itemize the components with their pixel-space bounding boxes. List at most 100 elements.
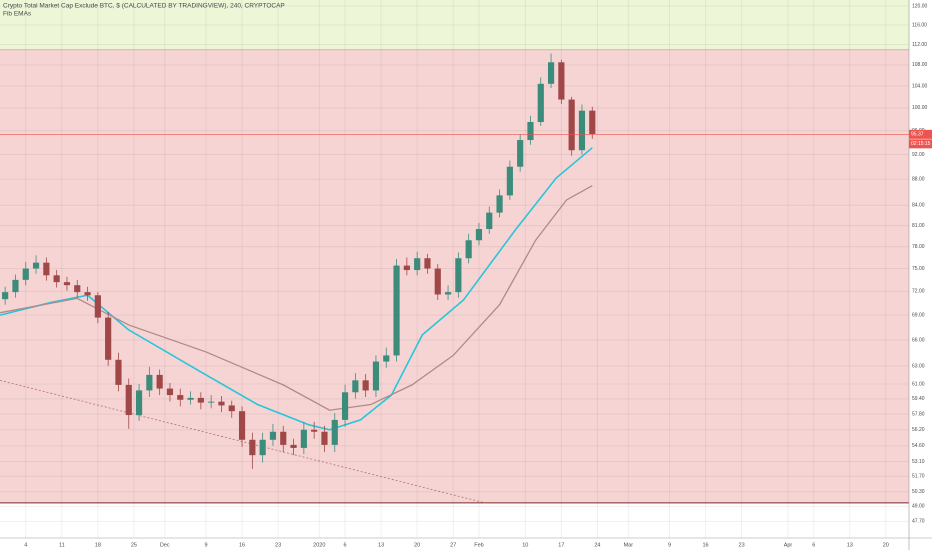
candle-body bbox=[22, 268, 29, 280]
candle-body bbox=[218, 401, 225, 406]
candle-body bbox=[115, 359, 122, 385]
x-tick-label: 16 bbox=[703, 542, 709, 548]
x-tick-label: 16 bbox=[239, 542, 245, 548]
x-tick-label: Mar bbox=[624, 542, 634, 548]
y-tick-label: 57.80 bbox=[912, 411, 925, 417]
candle-body bbox=[311, 429, 318, 432]
candle-body bbox=[166, 388, 174, 396]
candle-body bbox=[63, 282, 71, 286]
x-tick-label: 23 bbox=[275, 542, 281, 548]
candle-body bbox=[197, 397, 204, 403]
candle-body bbox=[156, 374, 163, 389]
candle-body bbox=[589, 110, 596, 135]
y-tick-label: 53.10 bbox=[912, 459, 925, 465]
y-tick-label: 108.00 bbox=[912, 62, 928, 68]
x-tick-label: 18 bbox=[95, 542, 101, 548]
x-tick-label: 27 bbox=[450, 542, 456, 548]
candle-body bbox=[249, 439, 256, 456]
y-tick-label: 61.00 bbox=[912, 381, 925, 387]
x-tick-label: 20 bbox=[414, 542, 420, 548]
candle-body bbox=[465, 240, 472, 259]
x-tick-label: 4 bbox=[24, 542, 27, 548]
candle-body bbox=[372, 361, 380, 391]
y-tick-label: 54.60 bbox=[912, 443, 925, 449]
candle-body bbox=[568, 99, 575, 151]
y-tick-label: 88.00 bbox=[912, 177, 925, 183]
candle-body bbox=[2, 292, 9, 300]
candle-body bbox=[208, 401, 215, 403]
candle-body bbox=[12, 279, 19, 293]
candle-body bbox=[558, 62, 565, 100]
y-tick-label: 59.40 bbox=[912, 396, 925, 402]
countdown-badge bbox=[909, 139, 932, 149]
x-tick-label: 23 bbox=[739, 542, 745, 548]
candle-body bbox=[32, 262, 40, 269]
indicator-name: Fib EMAs bbox=[3, 11, 32, 18]
candle-body bbox=[547, 62, 555, 84]
x-tick-label: 9 bbox=[204, 542, 207, 548]
y-tick-label: 116.00 bbox=[912, 22, 927, 28]
x-tick-label: 20 bbox=[883, 542, 889, 548]
candle-body bbox=[321, 431, 328, 445]
candle-body bbox=[383, 355, 390, 362]
x-tick-label: Feb bbox=[474, 542, 483, 548]
x-tick-label: 25 bbox=[131, 542, 137, 548]
y-tick-label: 100.00 bbox=[912, 105, 928, 111]
candle-body bbox=[517, 140, 524, 167]
candle-body bbox=[537, 83, 544, 123]
candle-body bbox=[362, 380, 369, 391]
candle-body bbox=[341, 392, 349, 420]
x-tick-label: 24 bbox=[594, 542, 600, 548]
y-tick-label: 69.00 bbox=[912, 312, 925, 318]
candle-body bbox=[414, 258, 421, 271]
candle-body bbox=[506, 166, 513, 196]
candle-body bbox=[300, 429, 307, 448]
zone bbox=[0, 50, 909, 503]
y-tick-label: 81.00 bbox=[912, 223, 925, 229]
candle-body bbox=[444, 292, 452, 295]
x-tick-label: 11 bbox=[59, 542, 65, 548]
candle-body bbox=[135, 390, 143, 416]
x-tick-label: 13 bbox=[378, 542, 384, 548]
y-tick-label: 47.70 bbox=[912, 519, 925, 525]
candle-body bbox=[43, 262, 50, 276]
y-tick-label: 92.00 bbox=[912, 152, 925, 158]
chart-title: Crypto Total Market Cap Exclude BTC, $ (… bbox=[3, 3, 285, 10]
candle-body bbox=[74, 285, 81, 293]
candle-body bbox=[280, 431, 287, 445]
candle-body bbox=[455, 258, 462, 293]
candle-body bbox=[424, 258, 431, 269]
y-tick-label: 66.00 bbox=[912, 337, 925, 343]
candle-body bbox=[228, 405, 235, 412]
x-tick-label: 2020 bbox=[313, 542, 325, 548]
x-tick-label: 6 bbox=[344, 542, 347, 548]
candle-body bbox=[403, 265, 410, 271]
candle-body bbox=[94, 295, 101, 318]
y-tick-label: 72.00 bbox=[912, 289, 925, 295]
candle-body bbox=[496, 195, 503, 213]
candle-body bbox=[393, 265, 400, 356]
y-tick-label: 56.20 bbox=[912, 427, 925, 433]
y-tick-label: 84.00 bbox=[912, 203, 925, 209]
y-tick-label: 50.30 bbox=[912, 489, 925, 495]
candle-body bbox=[331, 419, 338, 445]
candle-body bbox=[238, 411, 246, 440]
x-tick-label: Apr bbox=[784, 542, 793, 548]
candle-body bbox=[146, 374, 153, 391]
candle-body bbox=[125, 384, 132, 416]
candle-body bbox=[475, 229, 483, 241]
candle-body bbox=[177, 395, 184, 400]
x-tick-label: Dec bbox=[160, 542, 170, 548]
candle-body bbox=[486, 212, 493, 230]
candle-body bbox=[527, 122, 534, 141]
x-tick-label: 9 bbox=[668, 542, 671, 548]
trendline bbox=[0, 379, 486, 504]
price-badge bbox=[909, 129, 932, 139]
y-tick-label: 104.00 bbox=[912, 83, 928, 89]
candle-body bbox=[578, 110, 586, 151]
x-tick-label: 13 bbox=[847, 542, 853, 548]
candle-body bbox=[290, 444, 297, 448]
x-tick-label: 10 bbox=[522, 542, 528, 548]
